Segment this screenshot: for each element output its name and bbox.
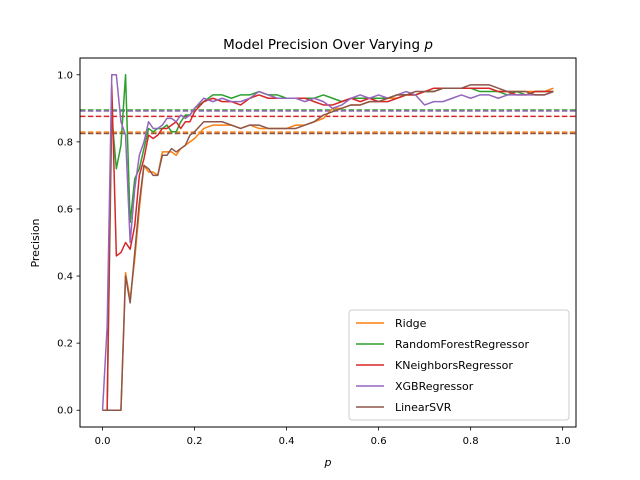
y-tick-label-4: 0.8 <box>57 137 73 148</box>
y-tick-label-1: 0.2 <box>57 339 73 350</box>
series-line-3 <box>101 74 554 411</box>
y-tick-label-3: 0.6 <box>57 204 73 215</box>
legend-label-3: XGBRegressor <box>395 380 474 393</box>
chart-title: Model Precision Over Varying p <box>223 37 433 53</box>
legend-label-2: KNeighborsRegressor <box>395 359 513 372</box>
baseline-lines <box>80 109 576 135</box>
y-tick-label-0: 0.0 <box>57 406 73 417</box>
x-tick-label-0: 0.0 <box>95 436 111 447</box>
series-line-4 <box>102 84 554 411</box>
legend-label-4: LinearSVR <box>395 401 452 414</box>
chart-title-variable: p <box>423 37 433 53</box>
x-axis-label: p <box>324 456 332 469</box>
y-tick-label-2: 0.4 <box>57 272 73 283</box>
legend-label-0: Ridge <box>395 317 427 330</box>
x-tick-label-1: 0.2 <box>187 436 203 447</box>
legend-label-1: RandomForestRegressor <box>395 338 529 351</box>
y-tick-label-5: 1.0 <box>57 70 73 81</box>
plot-frame <box>79 57 577 428</box>
x-tick-label-5: 1.0 <box>555 436 571 447</box>
x-tick-label-3: 0.6 <box>371 436 387 447</box>
y-axis-label: Precision <box>29 218 42 267</box>
legend: Ridge RandomForestRegressor KNeighborsRegr… <box>348 309 570 421</box>
y-axis: 0.0 0.2 0.4 0.6 0.8 1.0 <box>57 70 80 417</box>
x-axis: 0.0 0.2 0.4 0.6 0.8 1.0 <box>95 427 571 447</box>
legend-box <box>348 309 570 421</box>
series-lines <box>101 74 554 411</box>
x-tick-label-4: 0.8 <box>463 436 479 447</box>
x-tick-label-2: 0.4 <box>279 436 295 447</box>
chart-title-text: Model Precision Over Varying <box>223 37 420 53</box>
